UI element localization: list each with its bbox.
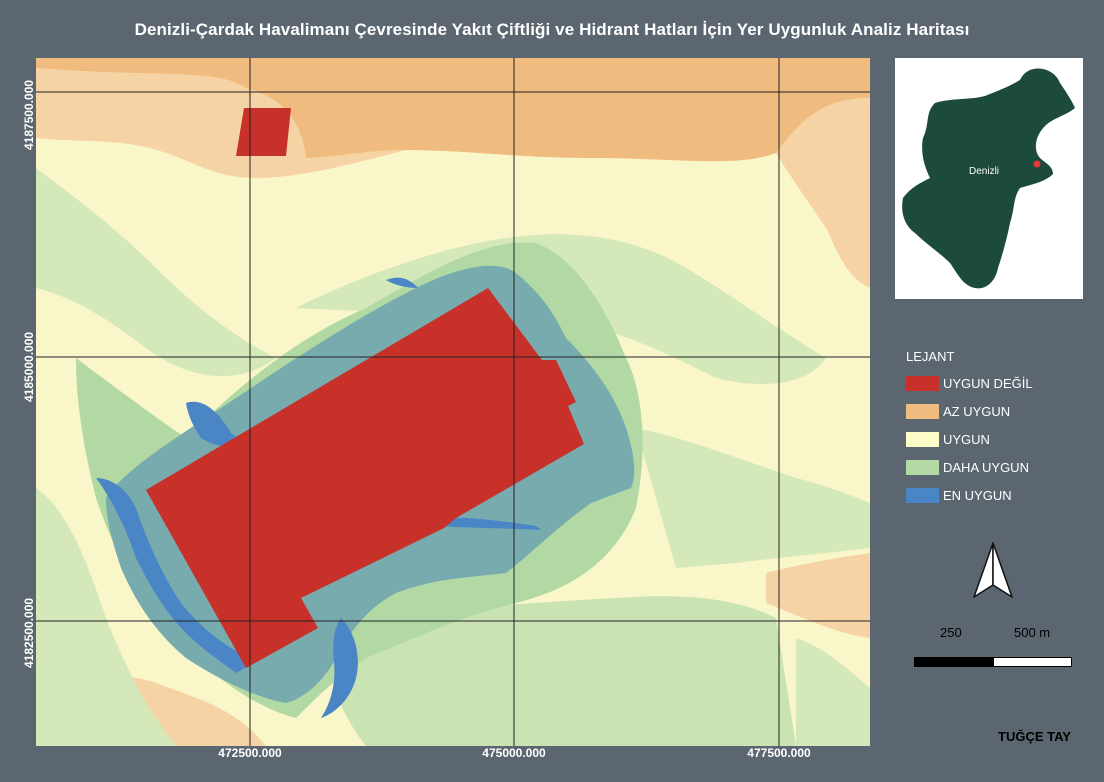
y-coordinate-label: 4182500.000 xyxy=(22,597,36,668)
y-coordinate-label: 4187500.000 xyxy=(22,79,36,150)
uygun-degil-zone-small xyxy=(236,108,291,156)
y-coordinate-label: 4185000.000 xyxy=(22,331,36,402)
legend-label: DAHA UYGUN xyxy=(943,460,1029,475)
legend-label: UYGUN xyxy=(943,432,990,447)
legend-title: LEJANT xyxy=(906,349,955,364)
inset-province-label: Denizli xyxy=(969,166,1000,177)
legend-swatch xyxy=(906,376,939,391)
x-coordinate-label: 472500.000 xyxy=(218,746,282,760)
scale-label-250: 250 xyxy=(940,625,962,640)
grid-lines xyxy=(36,58,870,746)
en-uygun-zone-north xyxy=(386,277,418,288)
scale-label-500: 500 m xyxy=(1014,625,1051,640)
az-uygun-zone-right xyxy=(776,98,870,288)
legend-label: UYGUN DEĞİL xyxy=(943,376,1033,391)
uygun-degil-zone-runway xyxy=(146,288,584,668)
x-coordinate-label: 475000.000 xyxy=(482,746,546,760)
legend-swatch xyxy=(906,432,939,447)
en-uygun-zone-south xyxy=(321,618,358,718)
en-uygun-zone-sw xyxy=(96,478,251,673)
map-canvas xyxy=(36,58,870,746)
denizli-province-shape xyxy=(902,68,1075,289)
suitability-map[interactable] xyxy=(36,58,870,746)
daha-uygun-zone-left xyxy=(36,168,276,377)
inset-canvas xyxy=(902,68,1075,289)
az-uygun-zone-top-light xyxy=(36,68,406,178)
legend-swatch xyxy=(906,488,939,503)
x-coordinate-label: 477500.000 xyxy=(747,746,811,760)
daha-uygun-zone-east xyxy=(636,428,870,568)
daha-uygun-zone-south xyxy=(316,596,796,746)
daha-uygun-zone-sw xyxy=(36,488,176,746)
az-uygun-zone-lower-right xyxy=(766,553,870,638)
az-uygun-zone-top xyxy=(36,58,870,162)
legend-swatch xyxy=(906,460,939,475)
daha-uygun-zone-bottom-right xyxy=(796,638,870,746)
legend-swatch xyxy=(906,404,939,419)
legend-label: AZ UYGUN xyxy=(943,404,1011,419)
legend-label: EN UYGUN xyxy=(943,488,1012,503)
scale-bar xyxy=(914,657,1072,667)
en-uygun-zone-west xyxy=(186,401,246,447)
map-title: Denizli-Çardak Havalimanı Çevresinde Yak… xyxy=(134,20,970,39)
inset-locator-map: Denizli xyxy=(895,58,1083,299)
north-arrow-icon xyxy=(973,542,1013,598)
author-credit: TUĞÇE TAY xyxy=(998,729,1071,744)
airport-location-marker xyxy=(1033,160,1041,168)
